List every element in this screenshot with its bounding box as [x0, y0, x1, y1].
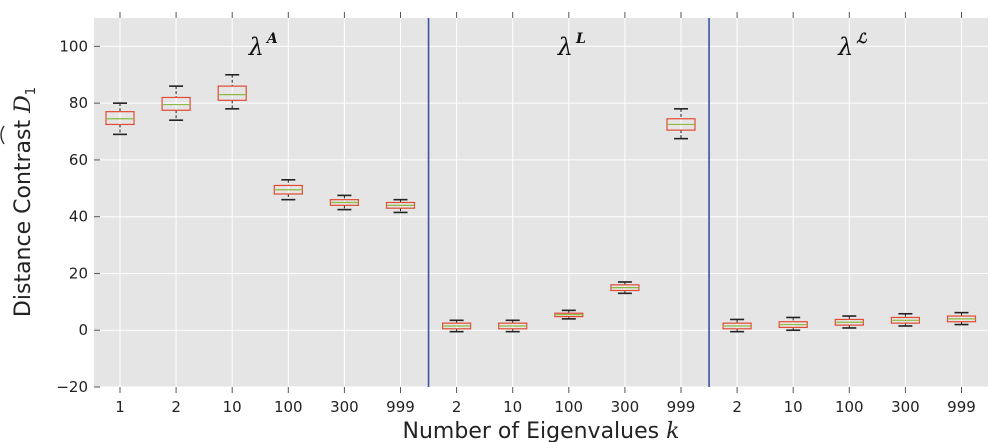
- box-7: [442, 319, 472, 333]
- x-tick-label: 999: [667, 398, 696, 416]
- y-tick-label: 20: [69, 264, 88, 282]
- x-tick-label: 300: [891, 398, 920, 416]
- box-10: [610, 281, 640, 295]
- y-axis-title-subscript: 1: [24, 87, 39, 95]
- x-axis-title-var: k: [666, 419, 679, 442]
- x-tick-labels: 1 2 10 100 300 999 2 10 100 300 999 2 10 100 300 999: [115, 398, 976, 416]
- y-tick-label: −20: [56, 378, 88, 396]
- x-tick-label: 300: [330, 398, 359, 416]
- x-axis-title-text: Number of Eigenvalues: [403, 419, 660, 442]
- y-tick-label: 0: [78, 321, 88, 339]
- box-6: [385, 198, 416, 214]
- y-tick-label: 100: [59, 37, 88, 55]
- plot-background: [94, 18, 988, 387]
- box-2: [161, 85, 191, 121]
- box-5: [329, 194, 359, 211]
- group-label-sup: A: [265, 31, 278, 47]
- x-tick-label: 2: [452, 398, 462, 416]
- box-iqr: [217, 85, 247, 101]
- y-tick-label: 60: [69, 151, 88, 169]
- box-iqr: [105, 111, 135, 126]
- y-axis-title: Distance Contrast D1: [0, 87, 39, 317]
- x-tick-label: 2: [171, 398, 181, 416]
- x-tick-label: 10: [503, 398, 522, 416]
- box-iqr: [161, 96, 191, 111]
- box-12: [722, 318, 752, 333]
- y-tick-labels: −20 0 20 40 60 80 100: [56, 37, 88, 396]
- group-label-lambda: λ: [837, 33, 853, 61]
- box-8: [498, 319, 528, 333]
- x-tick-label: 999: [386, 398, 415, 416]
- y-axis-title-symbol: D: [11, 95, 36, 114]
- group-label-sup: ℒ: [856, 31, 867, 47]
- x-tick-label: 300: [611, 398, 640, 416]
- axis-ticks: [94, 12, 962, 393]
- group-label-sup: L: [575, 31, 586, 47]
- x-tick-label: 2: [732, 398, 742, 416]
- group-dividers: [427, 18, 710, 387]
- box-4: [273, 178, 303, 201]
- y-axis-title-hat: [0, 125, 5, 145]
- x-tick-label: 10: [784, 398, 803, 416]
- box-3: [217, 73, 247, 110]
- svg-text:Distance Contrast D1: Distance Contrast D1: [11, 87, 39, 317]
- y-axis-title-text: Distance Contrast: [11, 119, 36, 317]
- x-tick-label: 1: [115, 398, 125, 416]
- box-14: [834, 315, 864, 329]
- box-13: [778, 316, 808, 332]
- box-1: [105, 102, 135, 136]
- box-11: [666, 108, 696, 140]
- x-tick-label: 100: [274, 398, 303, 416]
- y-tick-label: 80: [69, 94, 88, 112]
- y-tick-label: 40: [69, 208, 88, 226]
- x-tick-label: 100: [554, 398, 583, 416]
- x-tick-label: 10: [223, 398, 242, 416]
- box-16: [946, 311, 977, 326]
- box-15: [890, 312, 921, 327]
- box-9: [554, 309, 584, 320]
- x-axis-title: Number of Eigenvalues k: [403, 419, 680, 442]
- group-label-lambda: λ: [248, 33, 264, 61]
- boxes: [105, 73, 977, 333]
- x-tick-label: 100: [835, 398, 864, 416]
- x-tick-label: 999: [947, 398, 976, 416]
- group-label-lambda: λ: [557, 33, 573, 61]
